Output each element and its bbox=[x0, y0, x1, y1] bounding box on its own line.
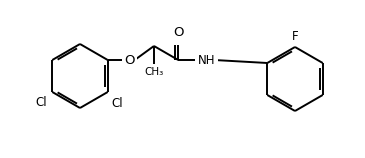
Text: CH₃: CH₃ bbox=[144, 67, 164, 77]
Text: Cl: Cl bbox=[36, 96, 47, 109]
Text: O: O bbox=[173, 26, 184, 39]
Text: O: O bbox=[124, 54, 135, 67]
Text: Cl: Cl bbox=[112, 97, 123, 110]
Text: NH: NH bbox=[197, 54, 215, 67]
Text: F: F bbox=[292, 30, 298, 43]
